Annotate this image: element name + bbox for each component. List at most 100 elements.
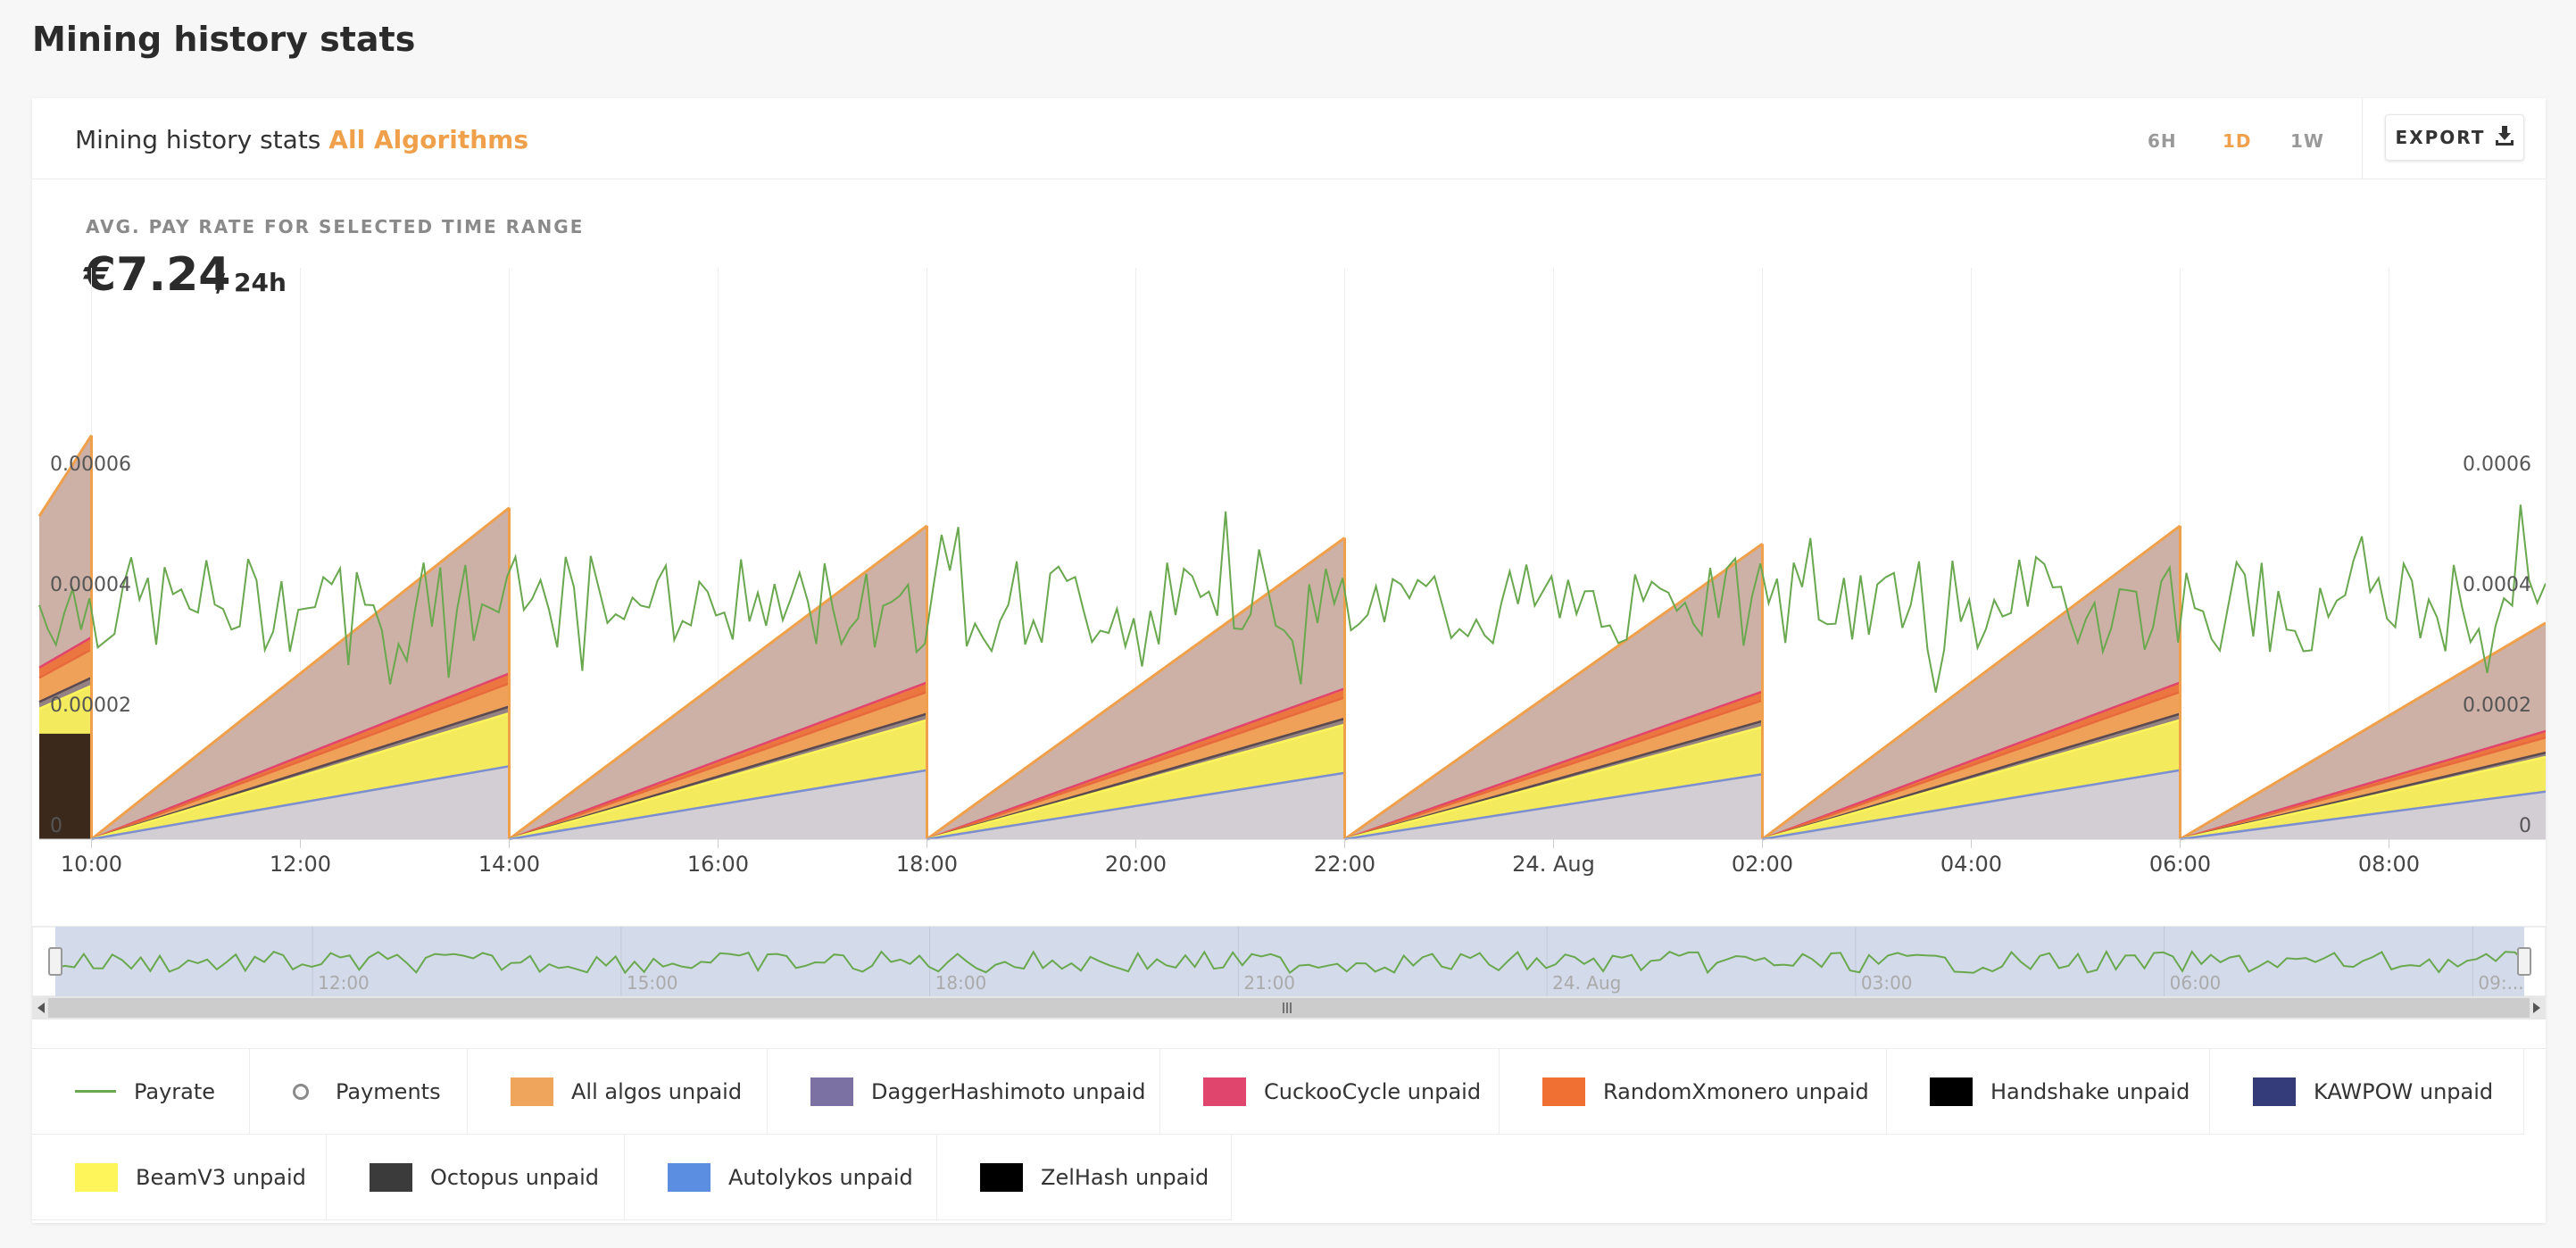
all-algos-unpaid-line: [1343, 543, 1764, 841]
export-button[interactable]: EXPORT: [2385, 114, 2524, 161]
right-axis-label: 0.0002: [2463, 695, 2531, 717]
navigator-tick-label: 15:00: [627, 972, 678, 994]
legend-label: RandomXmonero unpaid: [1603, 1078, 1869, 1104]
legend-item-payments[interactable]: Payments: [250, 1049, 468, 1135]
chart-legend: Payrate Payments All algos unpaid DaggerHas…: [32, 1048, 2546, 1224]
legend-item-cuckoocycle-unpaid[interactable]: CuckooCycle unpaid: [1160, 1049, 1500, 1135]
legend-label: BeamV3 unpaid: [136, 1164, 306, 1190]
left-axis-label: 0: [50, 815, 62, 837]
legend-label: CuckooCycle unpaid: [1264, 1078, 1482, 1104]
all-algos-unpaid-line: [926, 537, 1346, 841]
randomx-area-line: [509, 690, 927, 841]
page-title: Mining history stats: [32, 20, 416, 59]
legend-item-zelhash-unpaid[interactable]: ZelHash unpaid: [937, 1135, 1232, 1220]
beamv3-area-line: [91, 711, 510, 841]
navigator-tick-label: 21:00: [1243, 972, 1295, 994]
legend-item-autolykos-unpaid[interactable]: Autolykos unpaid: [625, 1135, 937, 1220]
payments-circle-icon: [293, 1083, 309, 1100]
legend-label: Octopus unpaid: [430, 1164, 600, 1190]
scroll-right-icon[interactable]: [2533, 1003, 2540, 1013]
x-tick-label: 12:00: [270, 852, 331, 877]
navigator-scrollbar-thumb[interactable]: [48, 998, 2530, 1018]
legend-label: Payrate: [134, 1078, 216, 1104]
navigator-tick-label: 12:00: [318, 972, 370, 994]
legend-item-randomxmonero-unpaid[interactable]: RandomXmonero unpaid: [1500, 1049, 1887, 1135]
payrate-line-icon: [75, 1090, 116, 1093]
legend-item-kawpow-unpaid[interactable]: KAWPOW unpaid: [2210, 1049, 2524, 1135]
legend-swatch: [1203, 1077, 1246, 1106]
beamv3-area-line: [38, 685, 93, 711]
octopus-area-line: [38, 676, 93, 703]
legend-label: All algos unpaid: [571, 1078, 743, 1104]
algorithm-selector[interactable]: All Algorithms: [328, 125, 529, 154]
right-axis-label: 0: [2519, 815, 2531, 837]
all-algos-unpaid-line: [90, 506, 511, 841]
x-tick-label: 06:00: [2149, 852, 2211, 877]
navigator-left-handle[interactable]: [48, 947, 62, 976]
cuckoocycle-area-line: [91, 672, 510, 841]
cuckoocycle-area-line: [927, 687, 1345, 841]
x-tick-label: 18:00: [896, 852, 958, 877]
daggerhashimoto-area-line: [91, 765, 510, 841]
handshake-area: [39, 733, 92, 839]
beamv3-area-line: [1344, 726, 1763, 841]
x-tick-label: 10:00: [61, 852, 122, 877]
cuckoocycle-area-line: [38, 636, 93, 669]
all-algos-unpaid-line: [37, 434, 93, 518]
legend-swatch: [810, 1077, 853, 1106]
cuckoocycle-area-line: [509, 681, 927, 841]
legend-swatch: [668, 1162, 710, 1192]
daggerhashimoto-area-line: [927, 771, 1345, 841]
x-tick-label: 16:00: [687, 852, 749, 877]
x-tick-label: 02:00: [1732, 852, 1793, 877]
beamv3-area-line: [509, 719, 927, 841]
all-algos-unpaid-line: [1761, 524, 2181, 841]
navigator-tick-label: 03:00: [1861, 972, 1913, 994]
right-axis-label: 0.0004: [2463, 574, 2531, 596]
navigator-tick-label: 09:...: [2478, 972, 2523, 994]
randomx-area-line: [1344, 699, 1763, 841]
avg-payrate-label: AVG. PAY RATE FOR SELECTED TIME RANGE: [86, 216, 585, 237]
range-1w-button[interactable]: 1W: [2290, 130, 2324, 152]
legend-swatch: [1930, 1077, 1973, 1106]
x-tick-label: 04:00: [1940, 852, 2002, 877]
legend-swatch: [370, 1162, 412, 1192]
avg-payrate-unit: / 24h: [216, 268, 287, 297]
navigator-payrate-line: [54, 949, 2525, 975]
download-icon: [2496, 125, 2514, 150]
legend-item-octopus-unpaid[interactable]: Octopus unpaid: [327, 1135, 625, 1220]
navigator-tick-label: 24. Aug: [1552, 972, 1621, 994]
x-tick-label: 08:00: [2358, 852, 2420, 877]
legend-swatch: [980, 1162, 1023, 1192]
navigator-tick-label: 18:00: [935, 972, 987, 994]
legend-item-handshake-unpaid[interactable]: Handshake unpaid: [1887, 1049, 2210, 1135]
randomx-area-line: [38, 648, 93, 679]
daggerhashimoto-area-line: [1762, 769, 2181, 841]
x-tick-label: 20:00: [1105, 852, 1167, 877]
mining-stats-card: Mining history stats All Algorithms 6H 1…: [32, 98, 2546, 1223]
legend-item-all-algos-unpaid[interactable]: All algos unpaid: [468, 1049, 768, 1135]
randomx-area-line: [91, 682, 510, 841]
legend-item-daggerhashimoto-unpaid[interactable]: DaggerHashimoto unpaid: [768, 1049, 1160, 1135]
range-1d-button[interactable]: 1D: [2223, 130, 2252, 152]
daggerhashimoto-area-line: [1344, 772, 1763, 841]
legend-label: Autolykos unpaid: [728, 1164, 913, 1190]
legend-swatch: [511, 1077, 553, 1106]
avg-payrate-value: €7.24: [84, 248, 231, 302]
navigator-right-handle[interactable]: [2517, 947, 2531, 976]
scroll-left-icon[interactable]: [37, 1003, 45, 1013]
header-divider: [2362, 98, 2363, 179]
legend-swatch: [1542, 1077, 1585, 1106]
legend-item-payrate[interactable]: Payrate: [32, 1049, 250, 1135]
left-axis-label: 0.00006: [50, 453, 131, 476]
card-title: Mining history stats All Algorithms: [75, 125, 528, 154]
legend-label: DaggerHashimoto unpaid: [871, 1078, 1146, 1104]
legend-label: KAWPOW unpaid: [2314, 1078, 2494, 1104]
beamv3-area-line: [2180, 755, 2546, 841]
mining-history-chart[interactable]: 10:00 12:00 14:00 16:00 18:00 20:00 22:00 24. A…: [32, 98, 2546, 1048]
x-tick-label: 22:00: [1314, 852, 1375, 877]
legend-label: Payments: [336, 1078, 441, 1104]
range-6h-button[interactable]: 6H: [2148, 130, 2177, 152]
legend-item-beamv3-unpaid[interactable]: BeamV3 unpaid: [32, 1135, 327, 1220]
right-axis-label: 0.0006: [2463, 453, 2531, 476]
